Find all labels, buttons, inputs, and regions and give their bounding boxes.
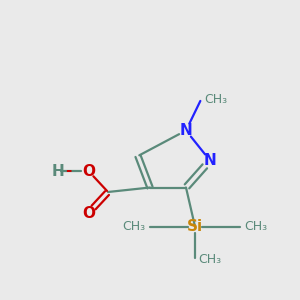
- Text: O: O: [82, 164, 95, 178]
- Text: O: O: [82, 206, 95, 220]
- Text: CH₃: CH₃: [204, 93, 227, 106]
- Text: CH₃: CH₃: [244, 220, 268, 233]
- Text: H: H: [52, 164, 64, 178]
- Text: CH₃: CH₃: [122, 220, 146, 233]
- Text: N: N: [204, 153, 216, 168]
- Text: Si: Si: [187, 219, 203, 234]
- Text: CH₃: CH₃: [198, 253, 221, 266]
- Text: -: -: [65, 163, 71, 178]
- Text: N: N: [180, 123, 192, 138]
